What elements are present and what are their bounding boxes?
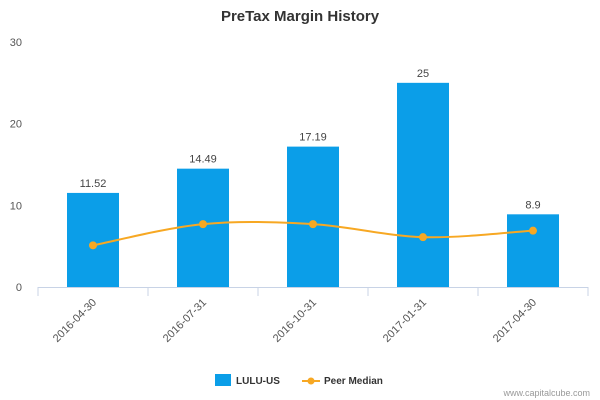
x-tick-label: 2016-04-30 [51,297,99,345]
bar-lulu-us [507,214,559,287]
x-tick-label: 2016-07-31 [161,297,209,345]
bar-lulu-us [397,82,449,287]
bar-lulu-us [287,146,339,287]
bar-lulu-us [67,192,119,287]
bar-data-label: 14.49 [189,154,217,166]
y-axis: 0 10 20 30 [10,37,22,294]
x-tick-label: 2017-01-31 [381,297,429,345]
peer-median-point [309,220,317,229]
legend-label-peer-median: Peer Median [324,376,383,387]
peer-median-point [89,241,97,250]
legend-swatch-lulu [215,374,231,386]
legend-swatch-peer-dot [307,377,315,385]
data-labels: 11.52 14.49 17.19 25 8.9 [80,68,541,211]
x-axis: 2016-04-30 2016-07-31 2016-10-31 2017-01-31… [37,287,589,345]
legend: LULU-US Peer Median [215,374,383,387]
y-tick-label: 20 [10,119,22,131]
chart-title: PreTax Margin History [221,8,380,25]
bars [67,82,559,287]
bar-data-label: 11.52 [80,178,107,190]
peer-median-point [529,226,537,235]
legend-label-lulu: LULU-US [236,376,280,387]
y-tick-label: 10 [10,200,22,212]
y-tick-label: 30 [10,37,22,49]
y-tick-label: 0 [16,282,22,294]
peer-median-point [199,220,207,229]
bar-data-label: 17.19 [299,132,327,144]
bar-data-label: 25 [417,68,429,80]
bar-data-label: 8.9 [525,199,540,211]
peer-median-point [419,233,427,242]
credit-text: www.capitalcube.com [502,388,590,398]
x-tick-label: 2017-04-30 [491,297,539,345]
peer-median-line-group [89,220,537,250]
x-tick-label: 2016-10-31 [271,297,319,345]
